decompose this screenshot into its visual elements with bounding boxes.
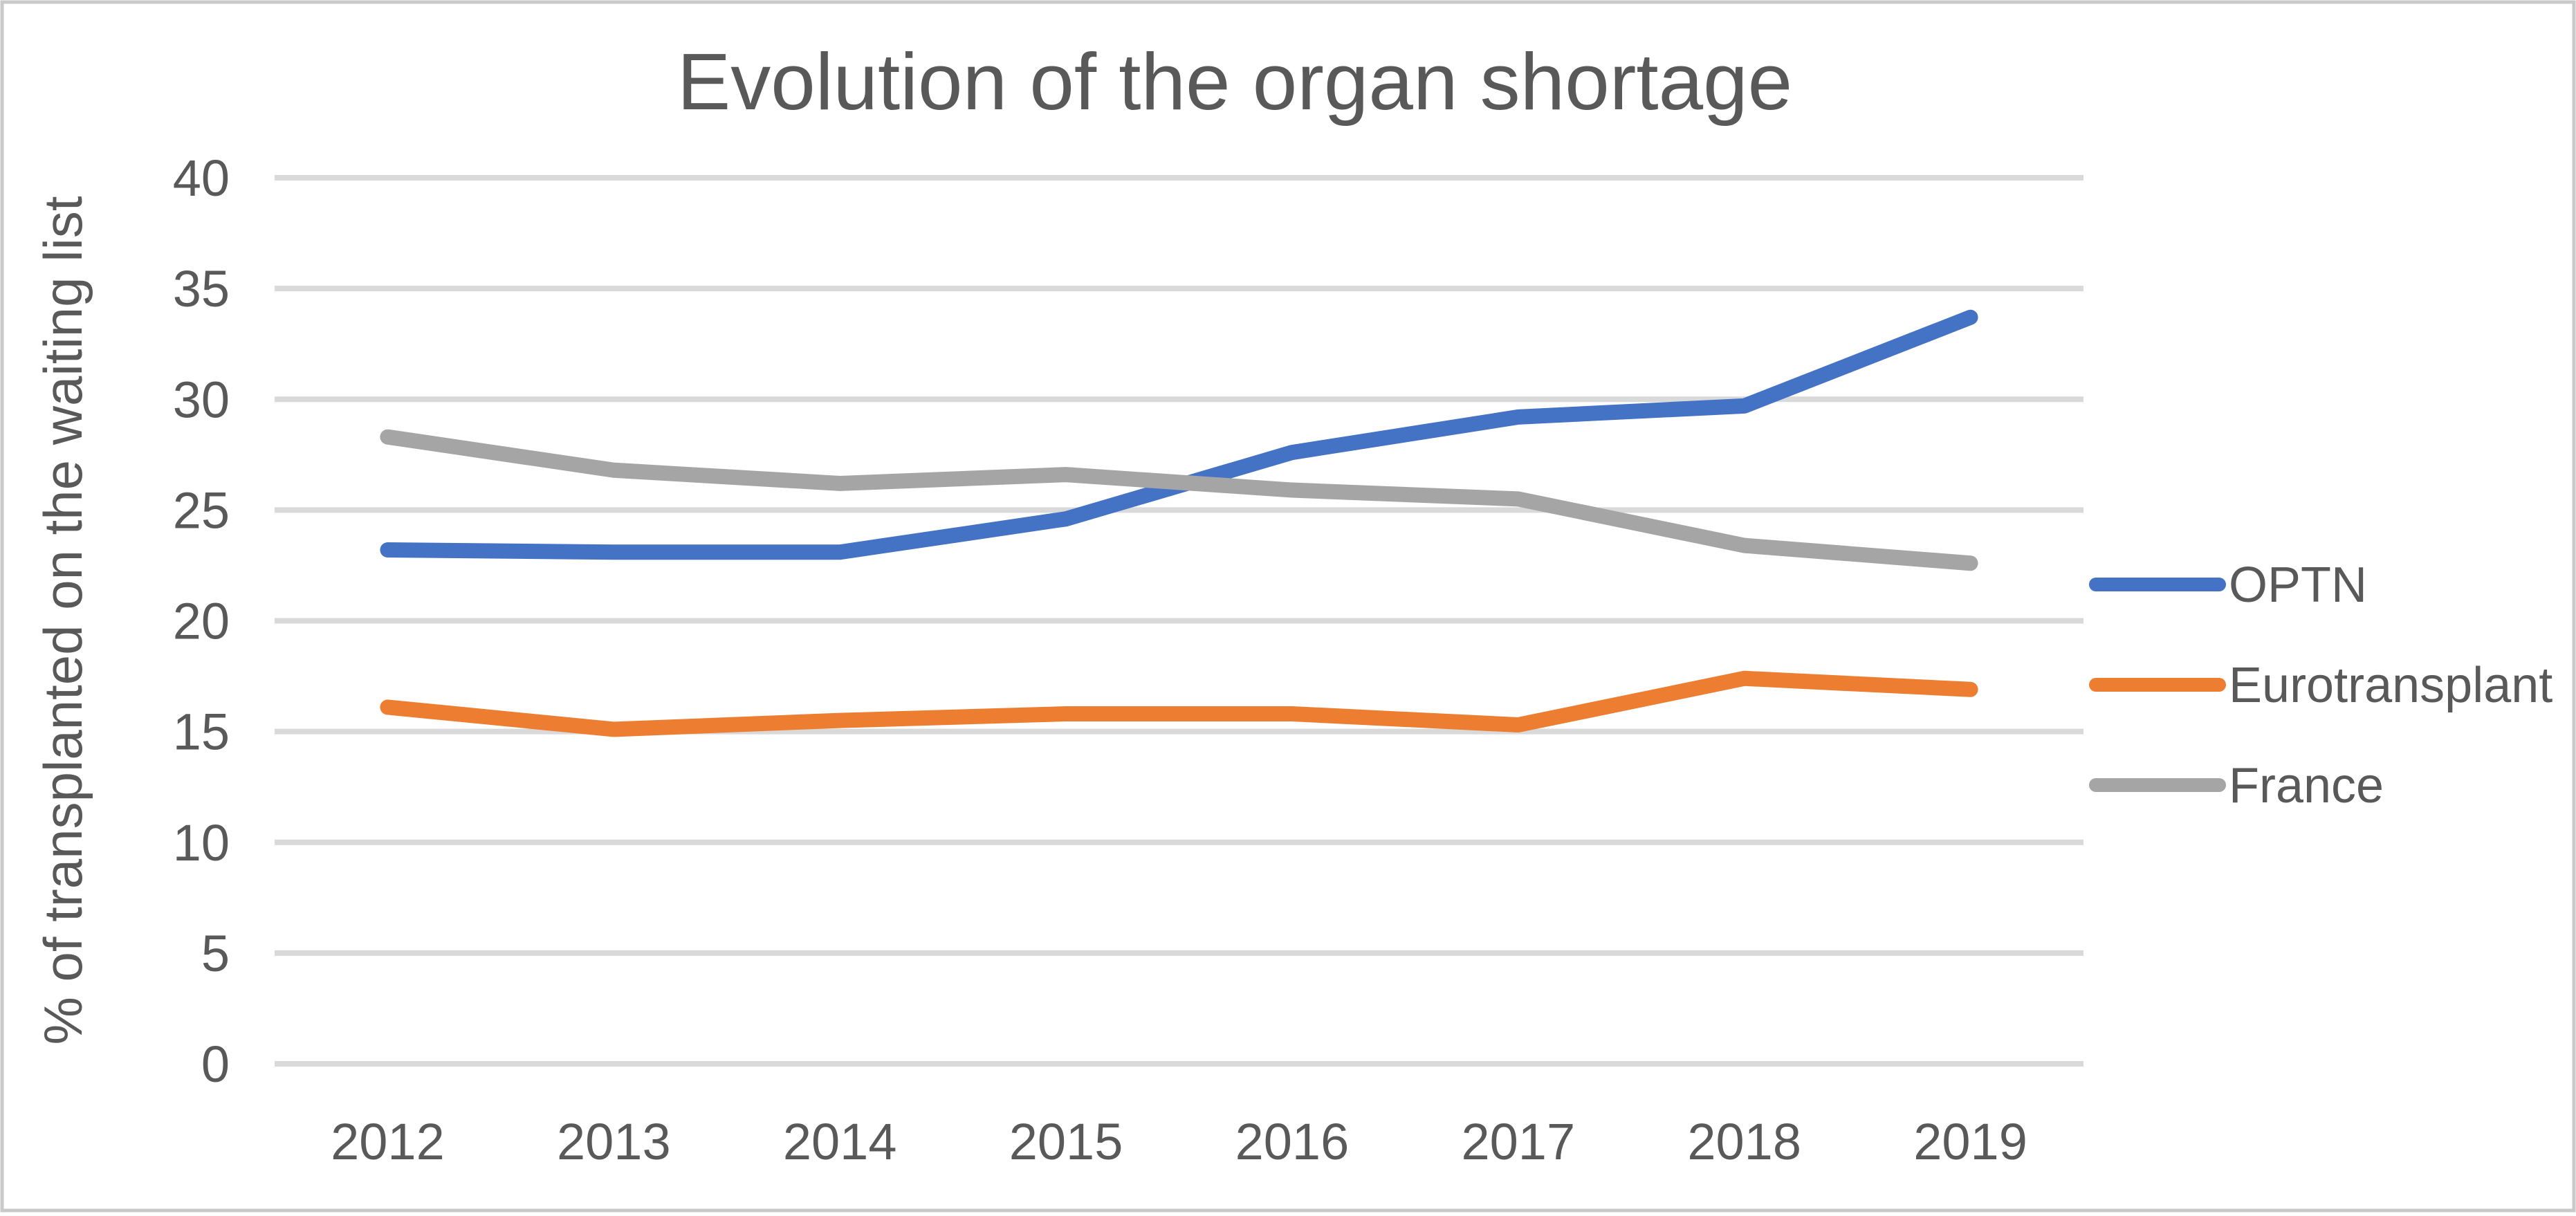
x-tick-label: 2019 — [1913, 1113, 2027, 1170]
y-tick-label: 10 — [173, 814, 230, 872]
x-tick-label: 2012 — [331, 1113, 445, 1170]
series-line-eurotransplant — [380, 670, 1978, 737]
x-tick-label: 2014 — [783, 1113, 897, 1170]
x-axis-labels: 2012 2013 2014 2015 2016 2017 2018 2019 — [331, 1113, 2027, 1170]
x-tick-label: 2018 — [1687, 1113, 1801, 1170]
y-tick-label: 15 — [173, 703, 230, 761]
legend-item-france: France — [2089, 758, 2384, 813]
legend-label-optn: OPTN — [2229, 558, 2367, 613]
x-tick-label: 2015 — [1009, 1113, 1123, 1170]
series-lines — [380, 309, 1978, 737]
chart-title: Evolution of the organ shortage — [677, 37, 1792, 127]
y-tick-label: 35 — [173, 260, 230, 317]
y-tick-label: 5 — [201, 925, 230, 982]
legend-label-france: France — [2229, 758, 2384, 813]
y-axis-labels: 0 5 10 15 20 25 30 35 40 — [173, 149, 230, 1093]
x-tick-label: 2016 — [1235, 1113, 1350, 1170]
legend-item-optn: OPTN — [2089, 558, 2367, 613]
y-tick-label: 20 — [173, 593, 230, 650]
y-tick-label: 0 — [201, 1035, 230, 1093]
legend: OPTN Eurotransplant France — [2089, 558, 2552, 813]
legend-item-eurotransplant: Eurotransplant — [2089, 658, 2552, 713]
series-line-france — [380, 429, 1978, 571]
x-tick-label: 2013 — [557, 1113, 671, 1170]
x-tick-label: 2017 — [1462, 1113, 1576, 1170]
y-axis-title: % of transplanted on the waiting list — [33, 196, 93, 1044]
legend-label-eurotransplant: Eurotransplant — [2229, 658, 2552, 713]
y-tick-label: 25 — [173, 481, 230, 539]
y-tick-label: 30 — [173, 371, 230, 428]
y-tick-label: 40 — [173, 149, 230, 207]
